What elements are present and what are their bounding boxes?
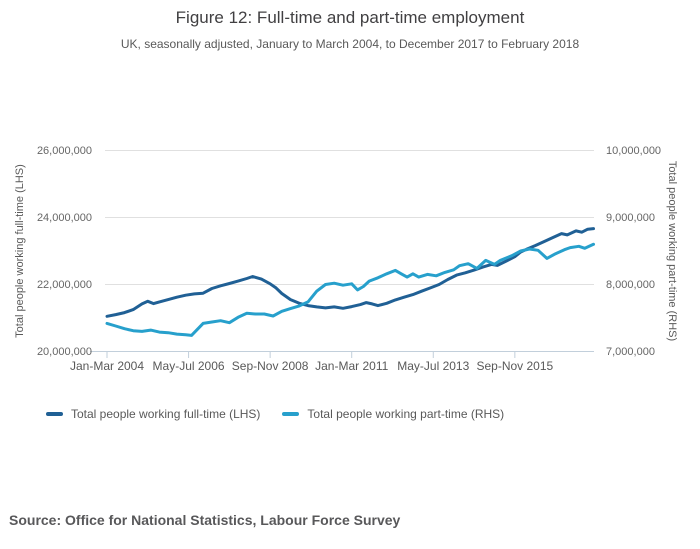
x-tick-label: May-Jul 2006 [152,359,225,373]
legend-item-part-time[interactable]: Total people working part-time (RHS) [282,407,504,421]
legend-label-part-time: Total people working part-time (RHS) [307,407,505,421]
part-time-line-swatch [282,412,300,416]
gridlines [105,150,594,285]
full-time-line-swatch [46,412,63,416]
y-left-tick-label: 20,000,000 [36,345,92,358]
series-line-full-time[interactable] [105,227,595,318]
chart-subtitle: UK, seasonally adjusted, January to Marc… [120,37,580,51]
x-tick-label: May-Jul 2013 [397,359,470,373]
y-right-tick-label: 10,000,000 [606,144,662,157]
x-tick-label: Jan-Mar 2011 [315,359,389,373]
y-left-tick-label: 22,000,000 [36,278,92,291]
series-lines [105,227,595,337]
x-tick-label: Sep-Nov 2015 [476,359,554,373]
x-axis-line [90,351,594,358]
legend-label-full-time: Total people working full-time (LHS) [71,407,261,421]
y-left-tick-label: 26,000,000 [36,144,92,157]
legend: Total people working full-time (LHS) Tot… [46,407,504,421]
legend-item-full-time[interactable]: Total people working full-time (LHS) [46,407,260,421]
y-left-tick-label: 24,000,000 [36,211,92,224]
series-line-part-time[interactable] [105,242,595,337]
y-axis-left-title: Total people working full-time (LHS) [14,164,26,338]
y-axis-right-title: Total people working part-time (RHS) [666,160,678,342]
y-right-tick-label: 9,000,000 [606,211,655,224]
chart-title: Figure 12: Full-time and part-time emplo… [175,8,525,27]
x-tick-label: Sep-Nov 2008 [231,359,309,373]
x-tick-label: Jan-Mar 2004 [69,359,145,373]
source-note: Source: Office for National Statistics, … [9,512,401,528]
y-right-tick-label: 8,000,000 [606,278,655,291]
y-right-tick-label: 7,000,000 [606,345,655,358]
